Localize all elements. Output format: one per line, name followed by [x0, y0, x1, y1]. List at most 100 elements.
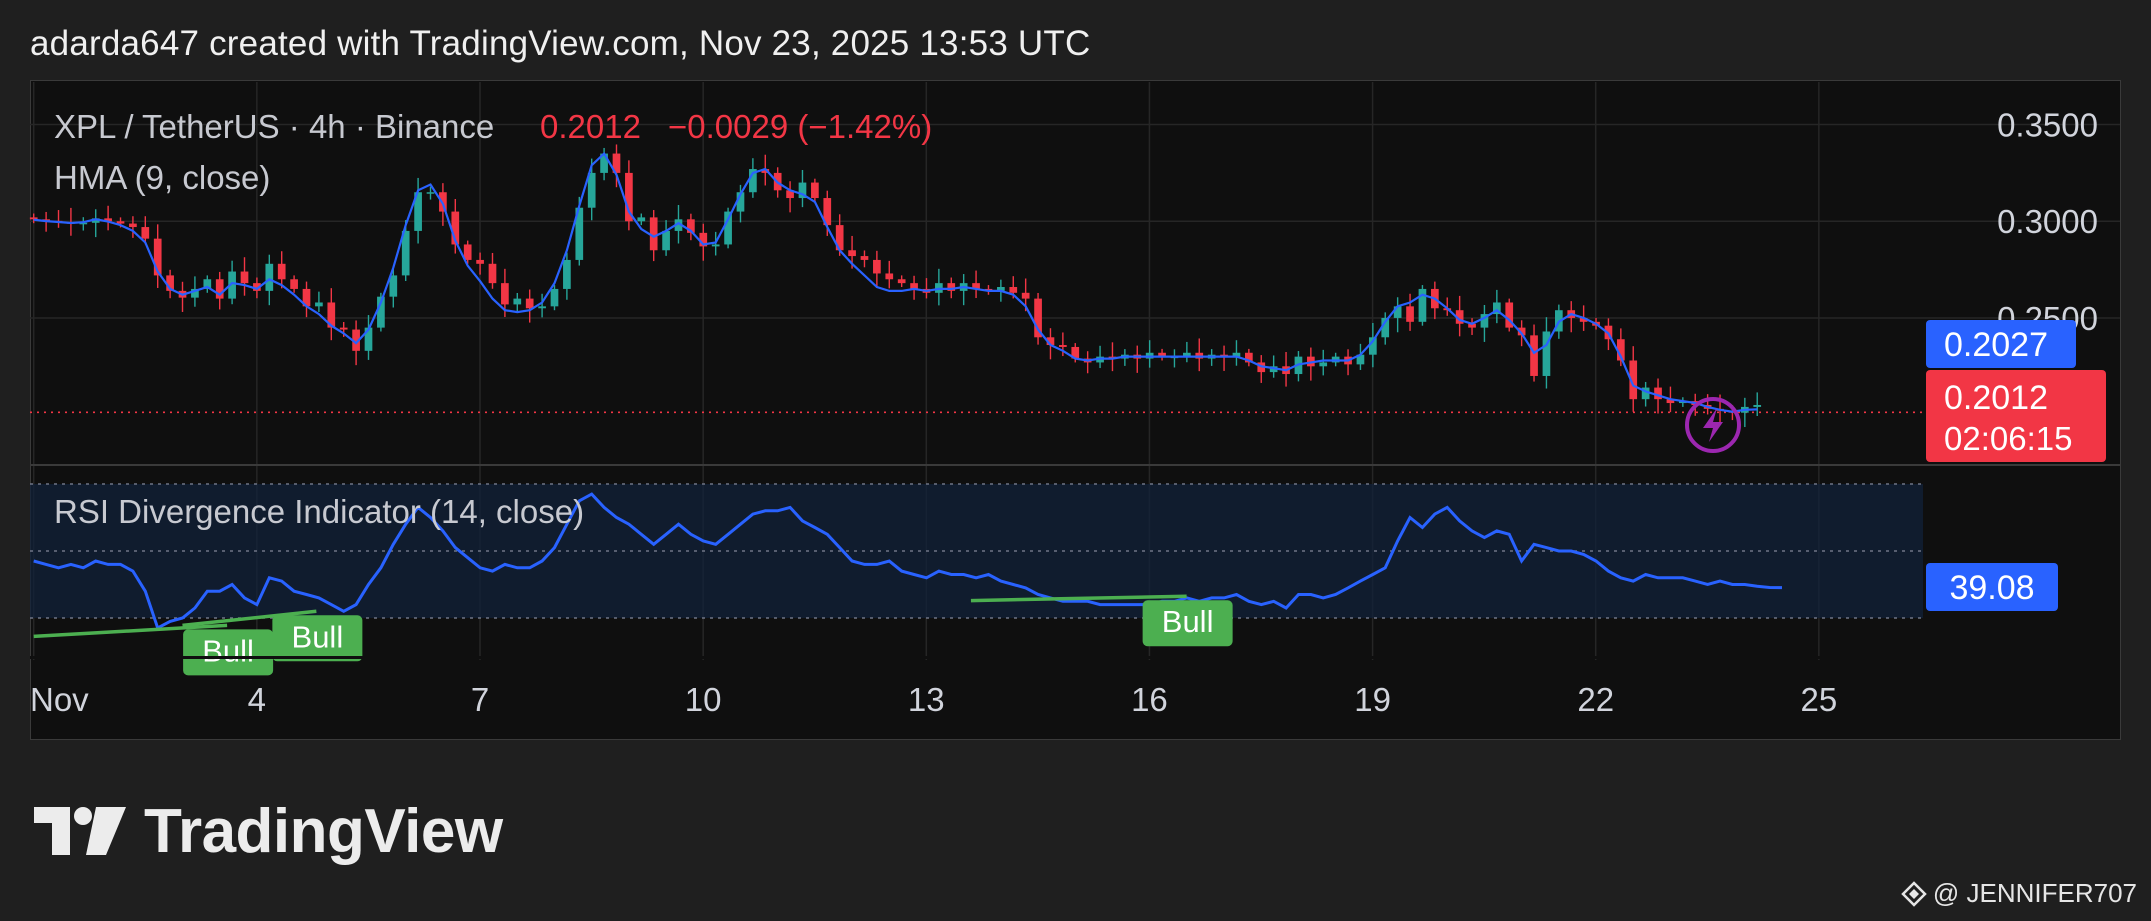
candle-body: [364, 327, 373, 351]
candle-body: [1245, 352, 1253, 363]
candle-body: [761, 169, 770, 173]
candle-body: [463, 244, 472, 260]
candle-body: [587, 172, 596, 208]
candle-body: [265, 263, 274, 291]
candle-body: [873, 259, 881, 274]
candle-body: [687, 219, 695, 233]
candle-body: [91, 218, 100, 223]
credit-text: @ JENNIFER707: [1932, 878, 2137, 908]
time-tick-label: 25: [1801, 681, 1838, 718]
candle-body: [1666, 399, 1675, 404]
candle-body: [823, 198, 832, 226]
candle-body: [414, 192, 422, 231]
candle-body: [947, 283, 956, 291]
candle-body: [352, 329, 360, 351]
bull-divergence-line: [33, 623, 228, 639]
candle-body: [1579, 317, 1588, 322]
rsi-badge-text: 39.08: [1949, 569, 2034, 607]
time-tick-label: 10: [685, 681, 722, 718]
candle-body: [240, 271, 249, 284]
candle-body: [625, 172, 633, 222]
candle-body: [513, 298, 522, 305]
candle-body: [1356, 354, 1365, 365]
candle-body: [1641, 387, 1650, 400]
candle-body: [1021, 292, 1030, 299]
hma-badge-text: 0.2027: [1944, 326, 2048, 364]
candle-body: [1480, 314, 1489, 328]
candle-body: [649, 217, 658, 251]
candle-body: [253, 283, 261, 291]
candle-body: [699, 232, 708, 247]
candle-body: [215, 279, 224, 299]
candle-body: [786, 190, 794, 199]
rsi-value-badge: 39.08: [1926, 563, 2058, 611]
candle-body: [563, 259, 571, 289]
bull-label: Bull: [183, 629, 274, 676]
candle-body: [811, 182, 819, 199]
candle-body: [501, 283, 509, 305]
candle-body: [860, 256, 869, 260]
candle-body: [910, 283, 918, 289]
candle-body: [153, 238, 162, 276]
candle-body: [1319, 362, 1328, 367]
candle-body: [897, 279, 906, 284]
tradingview-logo-icon: [34, 807, 126, 855]
time-tick-label: 22: [1577, 681, 1614, 718]
candle-body: [525, 298, 534, 309]
rsi-band: [30, 483, 1923, 619]
diamond-logo-icon: [1901, 880, 1927, 907]
price-badge-box: [1926, 370, 2106, 462]
candle-body: [1071, 346, 1080, 359]
bull-label-box: [1142, 600, 1233, 647]
candle-body: [1158, 352, 1166, 357]
candle-body: [79, 222, 88, 225]
bull-divergence-line: [182, 609, 317, 628]
candle-body: [1616, 339, 1625, 361]
tradingview-brand[interactable]: TradingView: [34, 796, 503, 866]
time-tick-label: 19: [1354, 681, 1391, 718]
candle-body: [662, 230, 670, 251]
candle-body: [228, 271, 236, 299]
candle-body: [377, 296, 385, 328]
rsi-line: [33, 492, 1783, 631]
bull-label-box: [183, 629, 274, 676]
candle-body: [711, 244, 720, 247]
time-tick-label: 16: [1131, 681, 1168, 718]
time-tick-label: 4: [248, 681, 266, 718]
candle-body: [1232, 352, 1241, 357]
candle-body: [1468, 323, 1476, 328]
last-price-label: 0.2012: [540, 108, 641, 145]
divergence-lines: Bull Bull Bull: [30, 594, 1923, 676]
author-credit: @ JENNIFER707: [1901, 878, 2137, 909]
candle-body: [1629, 360, 1638, 400]
candle-body: [116, 221, 125, 224]
candle-body: [1654, 387, 1662, 400]
bull-label-text: Bull: [292, 619, 344, 654]
rsi-badge-box: [1926, 563, 2058, 611]
candle-body: [885, 273, 894, 280]
candle-body: [1492, 302, 1501, 315]
price-change-label: −0.0029 (−1.42%): [668, 108, 932, 145]
candle-body: [1183, 352, 1191, 357]
bull-label: Bull: [272, 615, 363, 662]
symbol-label: XPL / TetherUS · 4h · Binance: [54, 108, 494, 145]
hma-value-badge: 0.2027: [1926, 320, 2076, 368]
hma-line: [33, 151, 1758, 413]
candle-body: [1418, 288, 1427, 322]
lightning-icon[interactable]: [1685, 397, 1741, 453]
candle-body: [575, 207, 584, 260]
rsi-series: [33, 492, 1783, 631]
candle-body: [129, 223, 137, 228]
candle-body: [1009, 287, 1018, 293]
candle-body: [835, 225, 844, 251]
price-tick-label: 0.3000: [1997, 203, 2098, 240]
chart-caption: adarda647 created with TradingView.com, …: [30, 24, 1091, 63]
hma-indicator-label: HMA (9, close): [54, 159, 270, 196]
brand-name: TradingView: [144, 796, 503, 866]
candle-body: [339, 327, 348, 330]
candle-body: [997, 287, 1005, 291]
price-axis: 0.35000.30000.25000.20270.201202:06:1539…: [1926, 107, 2106, 611]
candle-body: [476, 259, 484, 264]
pane-clip: [30, 656, 1923, 659]
